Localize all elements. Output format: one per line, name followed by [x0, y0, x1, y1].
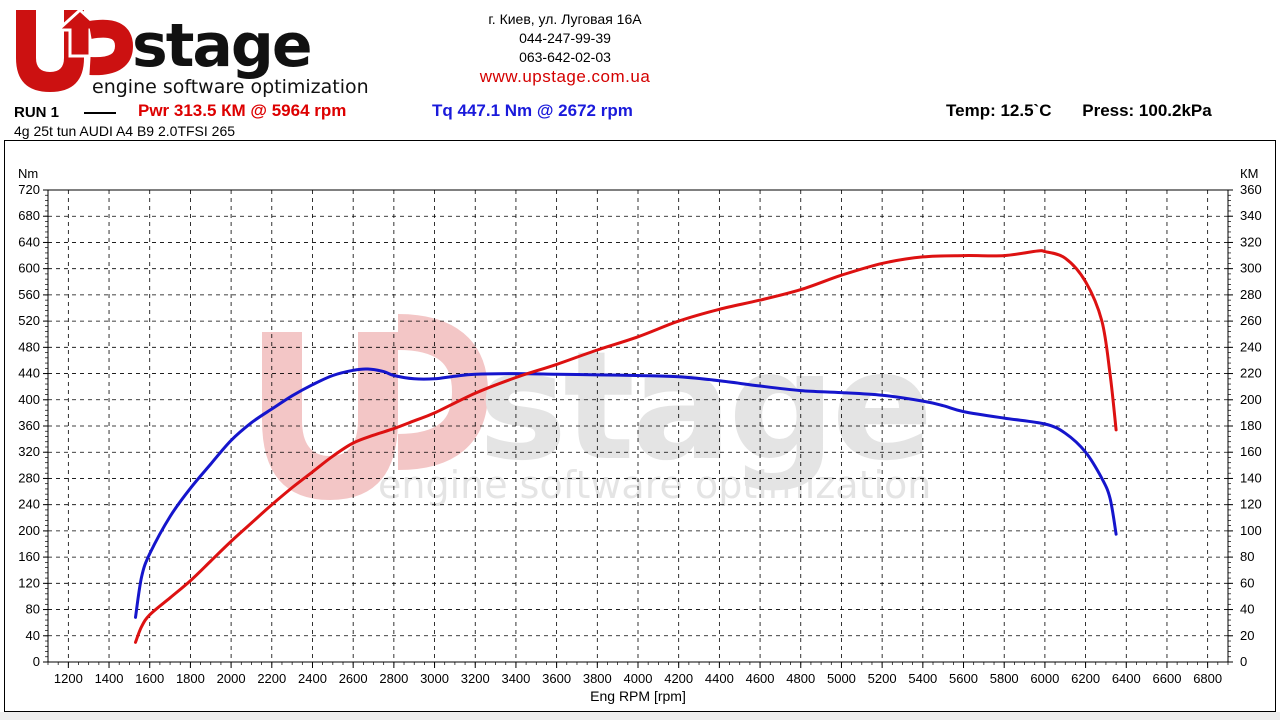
x-tick-label: 4800	[786, 671, 815, 686]
pressure: Press: 100.2kPa	[1082, 101, 1212, 120]
temperature: Temp: 12.5`C	[946, 101, 1052, 120]
x-tick-label: 5200	[868, 671, 897, 686]
y-tick-label-left: 600	[18, 261, 40, 276]
address: г. Киев, ул. Луговая 16А	[488, 11, 642, 27]
x-tick-label: 3600	[542, 671, 571, 686]
x-tick-label: 1400	[95, 671, 124, 686]
x-tick-label: 3200	[461, 671, 490, 686]
x-tick-label: 3000	[420, 671, 449, 686]
x-tick-label: 5400	[908, 671, 937, 686]
y-tick-label-left: 80	[26, 602, 40, 617]
y-tick-label-right: 180	[1240, 418, 1262, 433]
y-tick-label-left: 0	[33, 654, 40, 669]
x-tick-label: 5800	[990, 671, 1019, 686]
y-tick-label-right: 40	[1240, 602, 1254, 617]
x-tick-label: 1800	[176, 671, 205, 686]
y-tick-label-left: 640	[18, 234, 40, 249]
x-tick-label: 2600	[339, 671, 368, 686]
x-tick-label: 2400	[298, 671, 327, 686]
plot-area-border	[47, 189, 1229, 663]
y-tick-label-right: 60	[1240, 575, 1254, 590]
contact-block: г. Киев, ул. Луговая 16А 044-247-99-39 0…	[440, 10, 690, 86]
x-tick-label: 4600	[746, 671, 775, 686]
x-tick-label: 6400	[1112, 671, 1141, 686]
y-tick-label-right: 280	[1240, 287, 1262, 302]
x-tick-label: 2800	[379, 671, 408, 686]
brand-stage-text: stage	[132, 11, 311, 81]
y-tick-label-left: 720	[18, 182, 40, 197]
y-tick-label-right: 200	[1240, 392, 1262, 407]
run-legend-line	[84, 112, 116, 114]
x-tick-label: 4200	[664, 671, 693, 686]
x-tick-label: 4000	[624, 671, 653, 686]
svg-text:stage: stage	[478, 320, 929, 494]
torque-peak: Tq 447.1 Nm @ 2672 rpm	[432, 101, 633, 120]
x-tick-label: 1600	[135, 671, 164, 686]
upstage-logo: stage engine software optimization	[16, 7, 369, 98]
y-tick-label-left: 520	[18, 313, 40, 328]
y-tick-label-right: 220	[1240, 366, 1262, 381]
y-tick-label-left: 480	[18, 339, 40, 354]
dyno-chart-frame	[4, 140, 1276, 712]
y-tick-label-left: 160	[18, 549, 40, 564]
x-tick-label: 6800	[1193, 671, 1222, 686]
svg-text:engine software optimization: engine software optimization	[378, 463, 931, 507]
y-tick-label-right: 240	[1240, 339, 1262, 354]
power-curve	[134, 249, 1118, 644]
x-tick-label: 6000	[1030, 671, 1059, 686]
y-tick-label-right: 360	[1240, 182, 1262, 197]
vehicle-description: 4g 25t tun AUDI A4 B9 2.0TFSI 265	[14, 123, 236, 139]
y-tick-label-right: 80	[1240, 549, 1254, 564]
y-tick-label-left: 240	[18, 497, 40, 512]
torque-curve	[134, 367, 1118, 619]
power-peak: Pwr 313.5 КМ @ 5964 rpm	[138, 101, 347, 120]
bottom-strip	[0, 712, 1280, 720]
y-tick-label-left: 440	[18, 366, 40, 381]
y-tick-label-left: 200	[18, 523, 40, 538]
x-tick-label: 6600	[1153, 671, 1182, 686]
y-tick-label-right: 320	[1240, 234, 1262, 249]
y-tick-label-right: 0	[1240, 654, 1247, 669]
brand-sub-text: engine software optimization	[92, 76, 369, 98]
y-tick-label-left: 40	[26, 628, 40, 643]
x-tick-label: 3400	[501, 671, 530, 686]
y-tick-label-left: 280	[18, 470, 40, 485]
x-tick-label: 4400	[705, 671, 734, 686]
y-tick-label-right: 260	[1240, 313, 1262, 328]
x-tick-label: 6200	[1071, 671, 1100, 686]
y-tick-label-right: 100	[1240, 523, 1262, 538]
run-label: RUN 1	[14, 104, 60, 121]
y-tick-label-right: 120	[1240, 497, 1262, 512]
y-axis-label-left: Nm	[18, 166, 38, 181]
x-tick-label: 5600	[949, 671, 978, 686]
y-axis-label-right: КМ	[1240, 166, 1258, 181]
y-tick-label-right: 300	[1240, 261, 1262, 276]
y-tick-label-left: 120	[18, 575, 40, 590]
x-tick-label: 2000	[217, 671, 246, 686]
website-link[interactable]: www.upstage.com.ua	[479, 67, 651, 86]
y-tick-label-left: 400	[18, 392, 40, 407]
y-tick-label-right: 140	[1240, 470, 1262, 485]
y-tick-label-left: 320	[18, 444, 40, 459]
phone-1: 044-247-99-39	[519, 30, 611, 46]
y-tick-label-left: 360	[18, 418, 40, 433]
x-tick-label: 5000	[827, 671, 856, 686]
y-tick-label-left: 560	[18, 287, 40, 302]
phone-2: 063-642-02-03	[519, 49, 611, 65]
y-tick-label-left: 680	[18, 208, 40, 223]
y-tick-label-right: 160	[1240, 444, 1262, 459]
x-tick-label: 3800	[583, 671, 612, 686]
y-tick-label-right: 20	[1240, 628, 1254, 643]
x-tick-label: 2200	[257, 671, 286, 686]
environment: Temp: 12.5`C Press: 100.2kPa	[946, 101, 1238, 125]
y-tick-label-right: 340	[1240, 208, 1262, 223]
x-axis-label: Eng RPM [rpm]	[590, 688, 686, 704]
x-tick-label: 1200	[54, 671, 83, 686]
